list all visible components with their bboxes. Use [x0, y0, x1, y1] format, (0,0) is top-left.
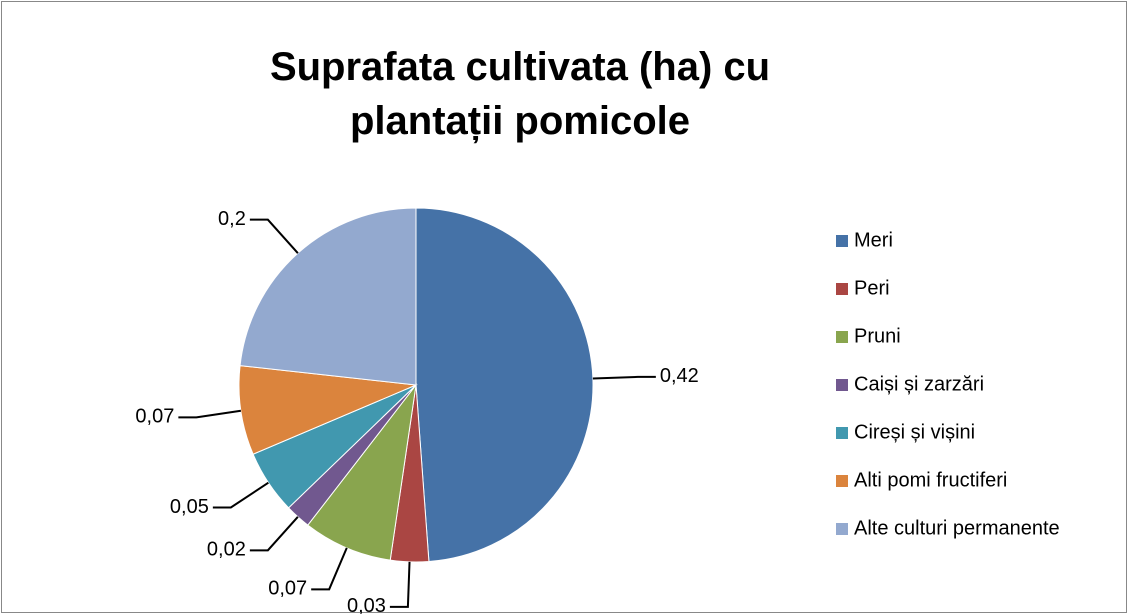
legend-swatch	[836, 379, 848, 391]
leader-line	[249, 516, 299, 552]
legend-swatch	[836, 283, 848, 295]
legend-label: Caiși și zarzări	[854, 373, 984, 395]
legend-label: Peri	[854, 277, 890, 299]
legend-swatch	[836, 475, 848, 487]
pie-slice	[307, 383, 417, 561]
legend-label: Alte culturi permanente	[854, 517, 1060, 539]
legend-swatch	[836, 235, 848, 247]
leader-line	[389, 561, 411, 608]
data-label: 0,07	[268, 578, 307, 600]
data-label: 0,42	[660, 365, 699, 387]
legend-label: Cireși și vișini	[854, 421, 975, 443]
data-label: 0,07	[135, 406, 174, 428]
leader-line	[212, 481, 269, 509]
data-label: 0,02	[207, 539, 246, 561]
pie-slice	[415, 207, 594, 563]
pie-slice	[238, 365, 418, 455]
legend-swatch	[836, 427, 848, 439]
data-label: 0,05	[170, 496, 209, 518]
leader-line	[178, 409, 242, 419]
leader-line	[592, 375, 656, 380]
chart-title: Suprafata cultivata (ha) cu plantații po…	[269, 45, 771, 143]
data-label: 0,03	[347, 595, 386, 614]
legend-label: Meri	[854, 229, 893, 251]
leader-line	[249, 218, 299, 254]
legend-label: Pruni	[854, 325, 901, 347]
data-label: 0,2	[218, 208, 246, 230]
leader-line	[311, 547, 348, 591]
pie-slice	[239, 207, 417, 386]
legend-swatch	[836, 523, 848, 535]
legend-label: Alti pomi fructiferi	[854, 469, 1007, 491]
legend-swatch	[836, 331, 848, 343]
